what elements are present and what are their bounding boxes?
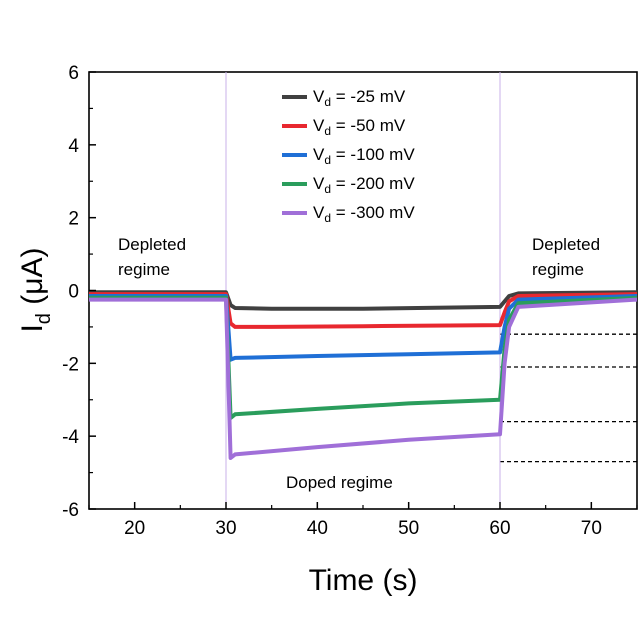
x-axis-title: Time (s) bbox=[309, 564, 418, 597]
legend-label-sub: d bbox=[324, 153, 331, 167]
x-tick-label: 40 bbox=[307, 518, 328, 539]
y-axis-title: Id (μA) bbox=[16, 247, 55, 332]
legend-label-value: = -25 mV bbox=[331, 87, 406, 106]
annotation-left-line2: regime bbox=[118, 260, 170, 279]
series-line bbox=[89, 297, 638, 460]
y-tick-label: -6 bbox=[62, 500, 79, 521]
legend-label: Vd = -50 mV bbox=[313, 116, 406, 138]
x-tick-label: 20 bbox=[124, 518, 145, 539]
legend-label-sub: d bbox=[324, 211, 331, 225]
y-tick-label: -2 bbox=[62, 354, 79, 375]
legend-label-prefix: V bbox=[313, 203, 325, 222]
y-tick-label: 2 bbox=[68, 209, 79, 230]
legend-label-value: = -200 mV bbox=[331, 174, 415, 193]
legend-label-sub: d bbox=[324, 182, 331, 196]
y-axis-title-sub: d bbox=[33, 313, 55, 324]
annotation-right-line1: Depleted bbox=[532, 235, 600, 254]
y-axis-title-unit: (μA) bbox=[16, 247, 49, 313]
legend-label-prefix: V bbox=[313, 174, 325, 193]
legend-label-sub: d bbox=[324, 95, 331, 109]
x-tick-label: 70 bbox=[581, 518, 602, 539]
legend-label-prefix: V bbox=[313, 145, 325, 164]
y-tick-label: 0 bbox=[68, 282, 79, 303]
x-tick-label: 30 bbox=[215, 518, 236, 539]
legend-label-value: = -100 mV bbox=[331, 145, 415, 164]
axis-ticks bbox=[88, 71, 638, 510]
series-lines bbox=[89, 290, 638, 460]
y-axis-title-main: I bbox=[16, 324, 49, 332]
legend-label-sub: d bbox=[324, 124, 331, 138]
series-line bbox=[89, 295, 638, 420]
y-tick-label: -4 bbox=[62, 427, 79, 448]
legend-label-prefix: V bbox=[313, 116, 325, 135]
legend-label-prefix: V bbox=[313, 87, 325, 106]
y-tick-label: 4 bbox=[68, 136, 79, 157]
annotation-bottom: Doped regime bbox=[286, 473, 393, 492]
annotation-left-line1: Depleted bbox=[118, 235, 186, 254]
legend-label: Vd = -200 mV bbox=[313, 174, 415, 196]
x-tick-label: 60 bbox=[489, 518, 510, 539]
annotation-right-line2: regime bbox=[532, 260, 584, 279]
x-tick-label: 50 bbox=[398, 518, 419, 539]
reference-lines bbox=[225, 72, 637, 509]
legend-label-value: = -300 mV bbox=[331, 203, 415, 222]
legend-label: Vd = -25 mV bbox=[313, 87, 406, 109]
legend-label-value: = -50 mV bbox=[331, 116, 406, 135]
y-tick-label: 6 bbox=[68, 63, 79, 84]
tick-labels: 20 30 40 50 60 70 -6 -4 -2 0 2 4 6 bbox=[62, 63, 602, 539]
legend-label: Vd = -300 mV bbox=[313, 203, 415, 225]
legend-label: Vd = -100 mV bbox=[313, 145, 415, 167]
